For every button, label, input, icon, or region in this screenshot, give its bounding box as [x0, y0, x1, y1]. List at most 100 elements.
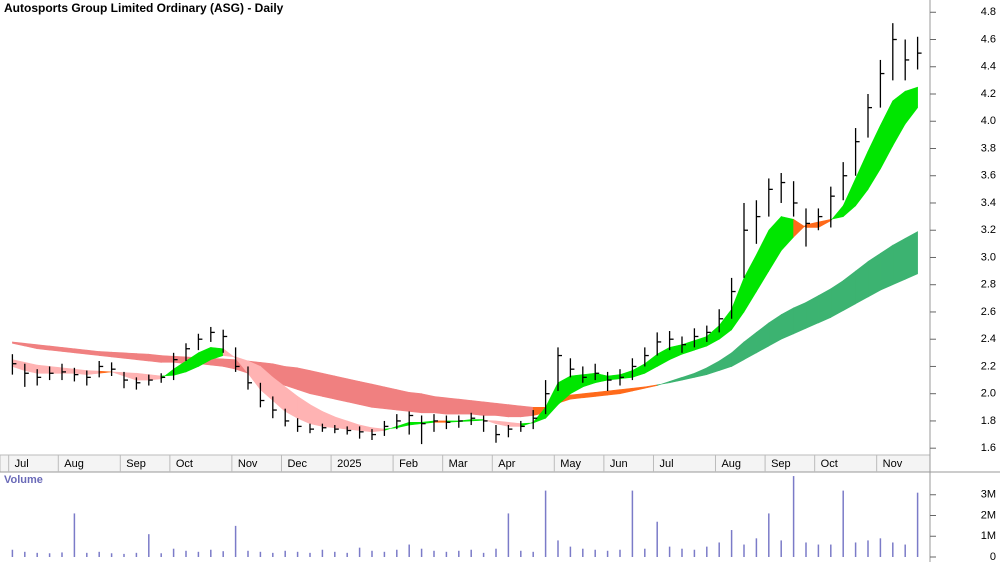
band-segment: [644, 384, 658, 389]
band-segment: [904, 231, 918, 280]
band-segment: [818, 288, 832, 324]
band-segment: [644, 353, 658, 374]
band-segment: [309, 370, 323, 397]
x-tick-label: Oct: [821, 458, 838, 470]
band-segment: [160, 355, 174, 363]
band-segment: [12, 341, 26, 347]
band-segment: [743, 254, 757, 314]
band-segment: [706, 324, 720, 347]
band-segment: [669, 376, 683, 384]
x-tick-label: Apr: [498, 458, 515, 470]
band-segment: [793, 218, 807, 238]
y-tick-label: 2.0: [981, 388, 996, 400]
band-segment: [98, 351, 112, 358]
axes: Jul Aug Sep Oct Nov Dec 2025 Feb Mar Apr May Jun Jul…: [8, 6, 996, 562]
band-segment: [656, 346, 670, 367]
y-tick-label: 1.8: [981, 415, 996, 427]
band-segment: [284, 386, 298, 419]
band-segment: [495, 420, 509, 427]
band-segment: [830, 280, 844, 318]
x-tick-label: 2025: [337, 458, 361, 470]
band-segment: [396, 389, 410, 412]
band-segment: [148, 374, 162, 381]
band-segment: [632, 386, 646, 392]
x-tick-label: Jul: [15, 458, 29, 470]
band-segment: [222, 358, 236, 370]
x-tick-label: Nov: [883, 458, 903, 470]
y-tick-label: 4.4: [981, 61, 996, 73]
x-tick-label: Dec: [287, 458, 307, 470]
band-segment: [607, 389, 621, 396]
y-tick-label: 3.6: [981, 170, 996, 182]
band-segment: [297, 367, 311, 395]
y-tick-label: 3.0: [981, 251, 996, 263]
band-segment: [768, 314, 782, 347]
band-segment: [508, 404, 522, 418]
x-tick-label: Aug: [721, 458, 741, 470]
band-segment: [842, 270, 856, 312]
band-segment: [61, 347, 75, 354]
band-segment: [384, 386, 398, 411]
band-segment: [359, 381, 373, 408]
band-segment: [408, 392, 422, 414]
band-segment: [359, 424, 373, 433]
band-segment: [24, 342, 38, 350]
band-segment: [421, 393, 435, 414]
y-tick-label: 3.2: [981, 224, 996, 236]
band-segment: [210, 357, 224, 367]
band-segment: [731, 277, 745, 331]
x-tick-label: Feb: [399, 458, 418, 470]
y-tick-label: 3.8: [981, 142, 996, 154]
band-segment: [433, 396, 447, 415]
band-segment: [86, 349, 100, 356]
band-segment: [309, 404, 323, 427]
band-segment: [322, 410, 336, 429]
band-segment: [74, 348, 88, 355]
band-segment: [297, 395, 311, 425]
y-tick-label: 2.6: [981, 306, 996, 318]
band-segment: [582, 372, 596, 388]
volume-y-tick-label: 0: [990, 551, 996, 562]
band-segment: [656, 381, 670, 386]
x-tick-label: Oct: [176, 458, 193, 470]
volume-y-tick-label: 2M: [981, 509, 996, 521]
band-segment: [731, 341, 745, 367]
x-tick-label: May: [560, 458, 581, 470]
band-segment: [793, 301, 807, 335]
band-segment: [36, 364, 50, 374]
band-segment: [904, 86, 918, 125]
y-tick-label: 1.6: [981, 442, 996, 454]
band-segment: [322, 372, 336, 400]
band-segment: [594, 372, 608, 384]
band-segment: [619, 387, 633, 395]
band-segment: [346, 420, 360, 431]
band-segment: [222, 348, 236, 359]
band-segment: [346, 378, 360, 405]
band-segment: [483, 419, 497, 425]
volume-y-tick-label: 3M: [981, 489, 996, 501]
band-segment: [892, 237, 906, 286]
band-segment: [49, 345, 63, 352]
band-segment: [607, 374, 621, 381]
y-tick-label: 2.2: [981, 360, 996, 372]
band-segment: [880, 244, 894, 291]
band-segment: [334, 375, 348, 403]
band-segment: [36, 344, 50, 351]
band-segment: [136, 353, 150, 362]
band-segment: [780, 216, 794, 252]
y-tick-label: 2.8: [981, 279, 996, 291]
x-tick-label: Jul: [659, 458, 673, 470]
band-segment: [136, 372, 150, 381]
y-tick-label: 4.8: [981, 6, 996, 18]
band-segment: [706, 360, 720, 376]
band-segment: [756, 322, 770, 354]
band-segment: [446, 397, 460, 415]
y-tick-label: 3.4: [981, 197, 996, 209]
band-segment: [718, 352, 732, 371]
band-segment: [818, 218, 832, 229]
band-segment: [545, 382, 559, 419]
band-segment: [855, 151, 869, 207]
band-segment: [892, 90, 906, 147]
band-segment: [111, 351, 125, 359]
